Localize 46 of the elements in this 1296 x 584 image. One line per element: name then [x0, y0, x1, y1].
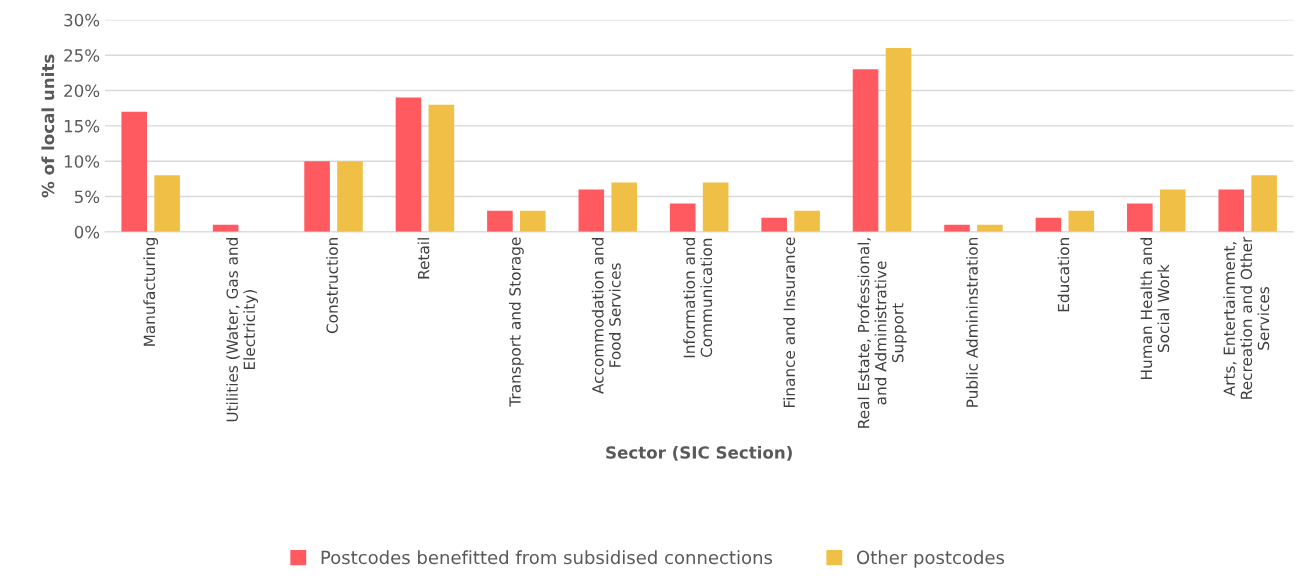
- y-tick-label: 5%: [74, 190, 100, 204]
- legend-label: Other postcodes: [857, 550, 1005, 568]
- x-tick-label: Transport and Storage: [508, 237, 524, 407]
- y-tick-label: 25%: [64, 49, 100, 62]
- y-tick-label: 20%: [64, 84, 100, 98]
- x-tick-label: Construction: [326, 238, 338, 334]
- bar: [852, 69, 879, 232]
- bar: [121, 111, 148, 232]
- bar: [487, 210, 513, 232]
- x-tick-label: Manufacturing: [143, 238, 159, 346]
- bar: [761, 217, 787, 232]
- x-tick-label: Utilities (Water, Gas and Electricity): [226, 238, 259, 422]
- bar: [885, 48, 912, 232]
- bar: [1251, 175, 1277, 232]
- x-axis-title: Sector (SIC Section): [606, 445, 792, 461]
- bar: [1159, 189, 1186, 232]
- y-axis-title: % of local units: [41, 54, 55, 198]
- bar: [794, 210, 820, 232]
- x-tick-label: Public Admininstration: [966, 238, 978, 407]
- y-tick-label: 0%: [74, 225, 100, 239]
- y-tick-label: 10%: [64, 155, 100, 168]
- bar: [154, 175, 180, 232]
- x-tick-label: Human Health and Social Work: [1140, 238, 1170, 379]
- bar: [1035, 217, 1062, 232]
- x-tick-label: Finance and Insurance: [783, 237, 796, 408]
- bar: [395, 97, 422, 232]
- x-tick-label: Information and Communication: [683, 238, 713, 358]
- x-tick-label: Arts, Entertainment, Recreation and Other Services: [1223, 236, 1270, 399]
- x-tick-label: Accommodation and Food Services: [591, 238, 621, 394]
- bar: [304, 161, 330, 232]
- bar: [611, 182, 638, 232]
- bar: [428, 104, 455, 232]
- bar: [578, 189, 605, 232]
- x-tick-label: Education: [1057, 238, 1070, 312]
- legend-label: Postcodes benefitted from subsidised connections: [321, 550, 773, 565]
- bar: [1127, 203, 1153, 232]
- x-tick-label: Real Estate, Professional, and Administrative Support: [857, 238, 907, 428]
- bar: [1218, 189, 1245, 232]
- x-tick-label: Retail: [417, 238, 430, 279]
- bar: [702, 182, 729, 232]
- bar: [1068, 210, 1095, 232]
- y-tick-label: 30%: [64, 13, 100, 27]
- y-tick-label: 15%: [64, 119, 100, 133]
- bar: [520, 210, 546, 232]
- bar: [337, 161, 363, 232]
- bar: [669, 203, 696, 232]
